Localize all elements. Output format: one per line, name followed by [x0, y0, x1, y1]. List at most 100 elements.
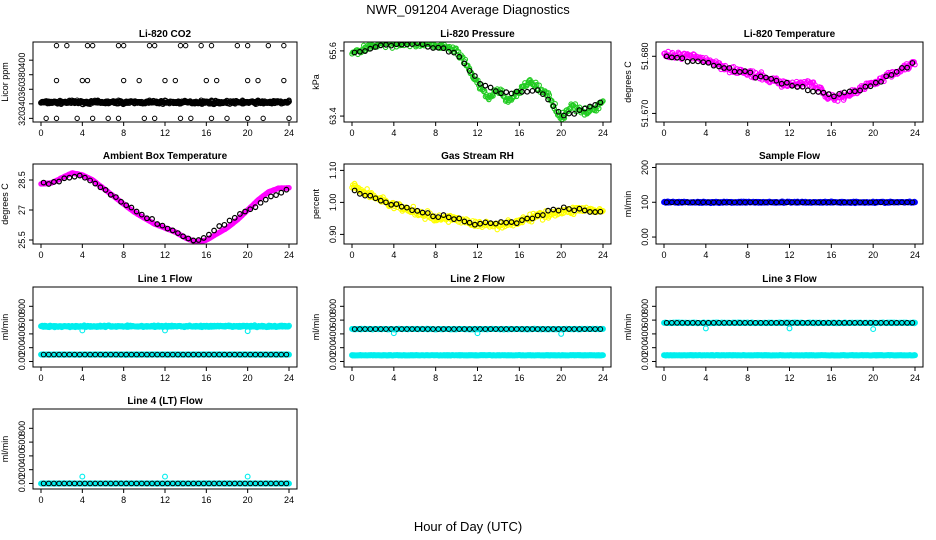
data-point: [409, 326, 415, 332]
data-point: [440, 326, 447, 332]
data-point: [372, 44, 379, 50]
data-point: [539, 212, 546, 218]
data-point: [257, 351, 264, 358]
data-point: [175, 351, 181, 358]
data-point: [492, 220, 499, 227]
data-point: [409, 42, 416, 48]
data-point: [529, 87, 536, 94]
data-point: [836, 90, 843, 97]
x-tick-label: 24: [284, 250, 294, 260]
data-point: [185, 351, 192, 358]
data-point: [474, 330, 481, 337]
data-point: [752, 199, 759, 206]
data-point: [383, 326, 389, 332]
data-point: [351, 187, 358, 194]
data-point: [211, 227, 217, 234]
data-point: [904, 64, 911, 71]
data-point: [597, 326, 604, 332]
data-point: [878, 78, 884, 85]
x-tick-label: 20: [868, 250, 878, 260]
data-point: [408, 42, 414, 45]
data-point: [689, 58, 696, 64]
data-point: [351, 49, 358, 56]
data-point: [841, 199, 848, 206]
data-point: [390, 330, 397, 337]
data-point: [419, 209, 426, 216]
data-point: [149, 351, 155, 358]
data-point: [872, 199, 879, 206]
data-point: [146, 97, 153, 103]
data-point: [169, 351, 176, 358]
data-point: [79, 327, 86, 334]
data-point: [566, 206, 572, 212]
data-point: [841, 89, 848, 96]
data-point: [669, 199, 675, 206]
series-avg: [663, 199, 916, 206]
data-point: [477, 220, 484, 227]
data-point: [831, 93, 837, 100]
data-point: [151, 42, 158, 49]
data-point: [482, 82, 489, 89]
data-point: [592, 102, 599, 108]
y-axis-label: ml/min: [623, 314, 633, 341]
data-point: [388, 326, 395, 332]
data-point: [508, 90, 515, 97]
data-point: [560, 326, 567, 332]
data-point: [286, 351, 292, 358]
data-point: [545, 207, 551, 214]
data-point: [213, 77, 220, 84]
y-tick-label: 28.5: [17, 171, 27, 189]
y-tick-label: 51.670: [640, 100, 650, 128]
data-point: [581, 105, 588, 112]
data-point: [200, 235, 207, 241]
data-point: [252, 351, 259, 358]
data-point: [592, 209, 599, 215]
data-point: [545, 326, 551, 332]
data-point: [115, 97, 122, 103]
data-point: [231, 214, 238, 221]
plot-frame: [32, 41, 298, 123]
series-raw: [38, 97, 292, 108]
data-point: [200, 351, 207, 358]
x-tick-label: 16: [514, 128, 524, 138]
data-point: [534, 212, 541, 219]
data-point: [456, 53, 463, 60]
data-point: [162, 327, 168, 334]
x-tick-label: 8: [121, 373, 126, 383]
data-point: [149, 216, 155, 222]
x-tick-label: 20: [556, 250, 566, 260]
data-point: [888, 199, 895, 206]
x-tick-label: 20: [868, 128, 878, 138]
data-point: [260, 115, 266, 122]
data-point: [286, 115, 292, 122]
x-tick-label: 0: [38, 250, 43, 260]
data-point: [71, 351, 78, 358]
data-point: [203, 77, 210, 84]
data-point: [419, 42, 426, 48]
x-tick-label: 20: [556, 128, 566, 138]
x-tick-label: 8: [433, 250, 438, 260]
data-point: [422, 216, 428, 222]
data-point: [273, 351, 279, 358]
data-point: [825, 91, 832, 98]
data-point: [188, 115, 194, 122]
data-point: [600, 325, 606, 332]
data-point: [133, 208, 140, 215]
data-point: [79, 77, 86, 84]
y-tick-label: 380: [17, 67, 27, 82]
data-point: [377, 197, 384, 204]
data-point: [778, 199, 785, 206]
data-point: [596, 105, 602, 112]
data-point: [414, 42, 421, 47]
data-point: [451, 49, 457, 56]
data-point: [414, 207, 421, 214]
data-point: [382, 42, 386, 43]
x-tick-label: 0: [349, 250, 354, 260]
data-layer: [349, 325, 606, 359]
data-point: [419, 326, 426, 332]
data-point: [862, 83, 869, 90]
data-point: [773, 199, 780, 206]
data-point: [206, 231, 212, 238]
